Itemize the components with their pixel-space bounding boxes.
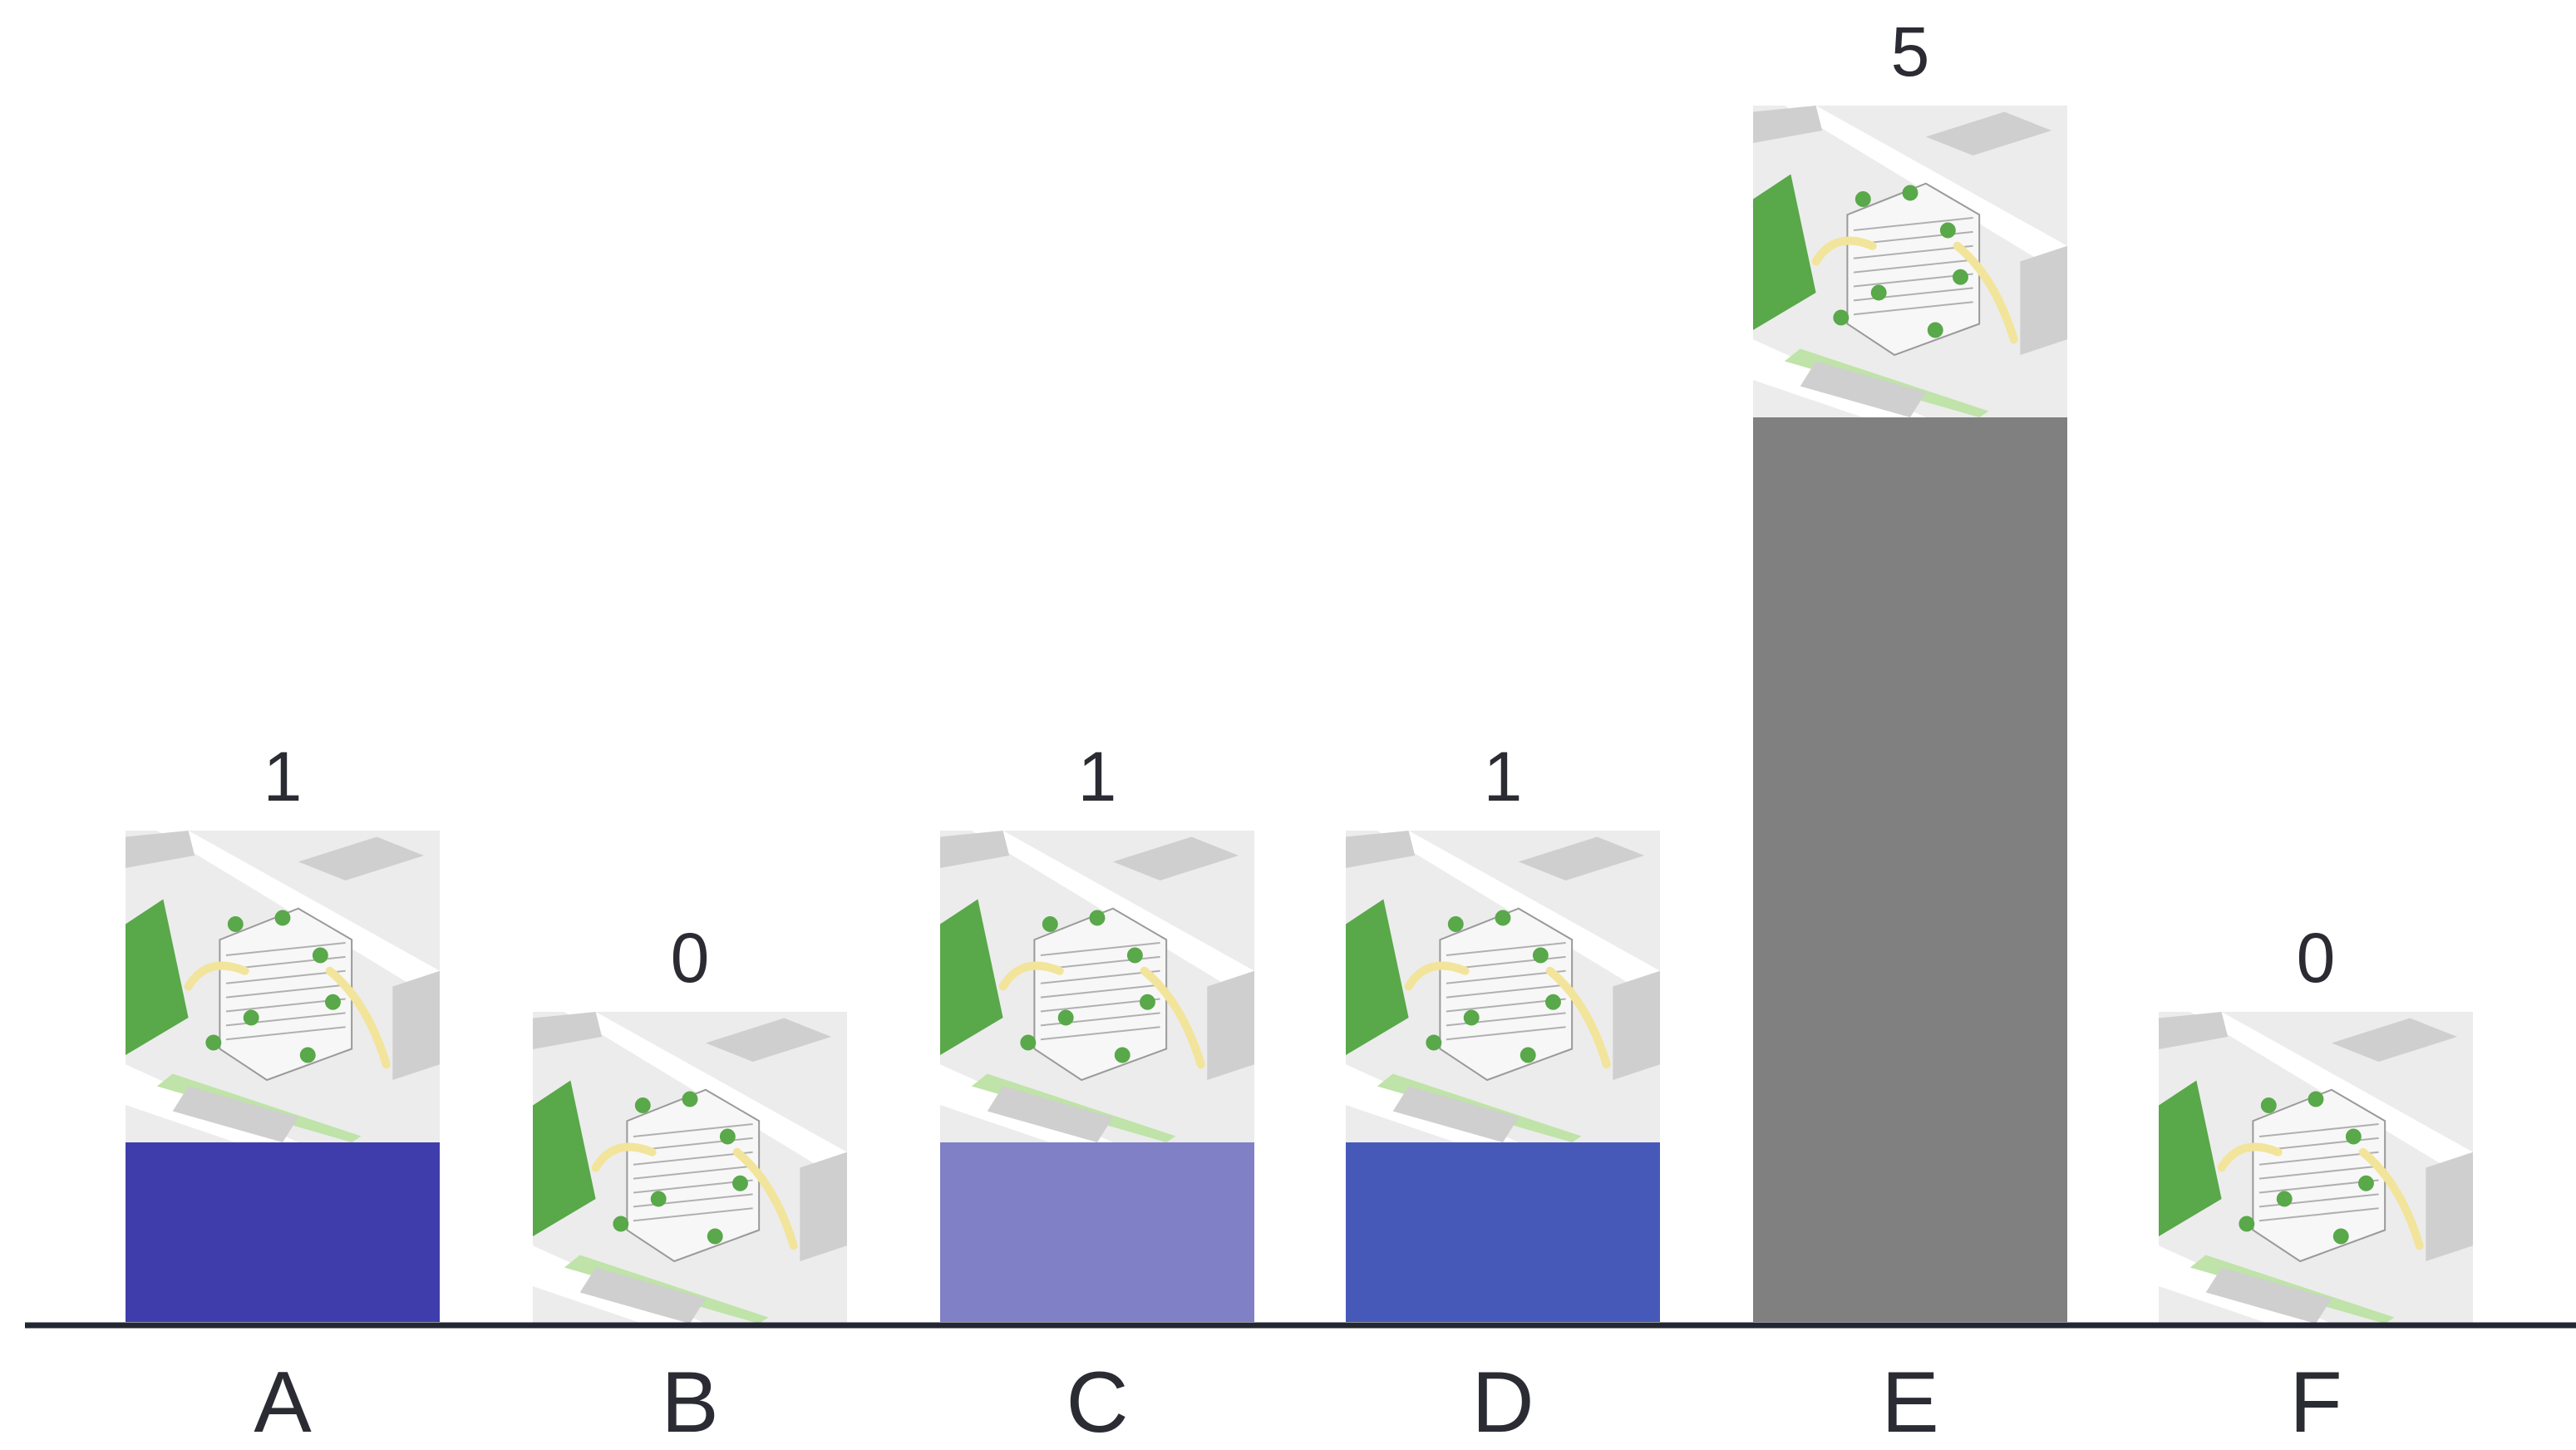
category-label-f: F [2289, 1354, 2342, 1450]
bar-a [126, 1141, 440, 1322]
value-label-c: 1 [1078, 737, 1117, 816]
bars-layer [126, 416, 2067, 1322]
labels-layer: 1 A 0 B 1 C 1 D 5 E 0 F [254, 12, 2342, 1450]
category-label-b: B [661, 1354, 718, 1450]
value-label-b: 0 [671, 919, 710, 997]
value-label-f: 0 [2297, 919, 2336, 997]
building-render-icon [1753, 106, 2067, 417]
bar-d [1346, 1141, 1660, 1322]
value-label-d: 1 [1484, 737, 1523, 816]
bar-c [940, 1141, 1254, 1322]
bar-e [1753, 416, 2067, 1322]
value-label-e: 5 [1891, 12, 1930, 91]
building-render-icon [2159, 1012, 2473, 1324]
building-render-icon [126, 831, 440, 1142]
building-render-icon [940, 831, 1254, 1142]
category-label-a: A [254, 1354, 312, 1450]
building-render-icon [533, 1012, 847, 1324]
category-label-e: E [1881, 1354, 1938, 1450]
category-label-c: C [1066, 1354, 1128, 1450]
value-label-a: 1 [264, 737, 303, 816]
building-render-icon [1346, 831, 1660, 1142]
thumbnails-layer [126, 106, 2473, 1324]
category-label-d: D [1471, 1354, 1534, 1450]
